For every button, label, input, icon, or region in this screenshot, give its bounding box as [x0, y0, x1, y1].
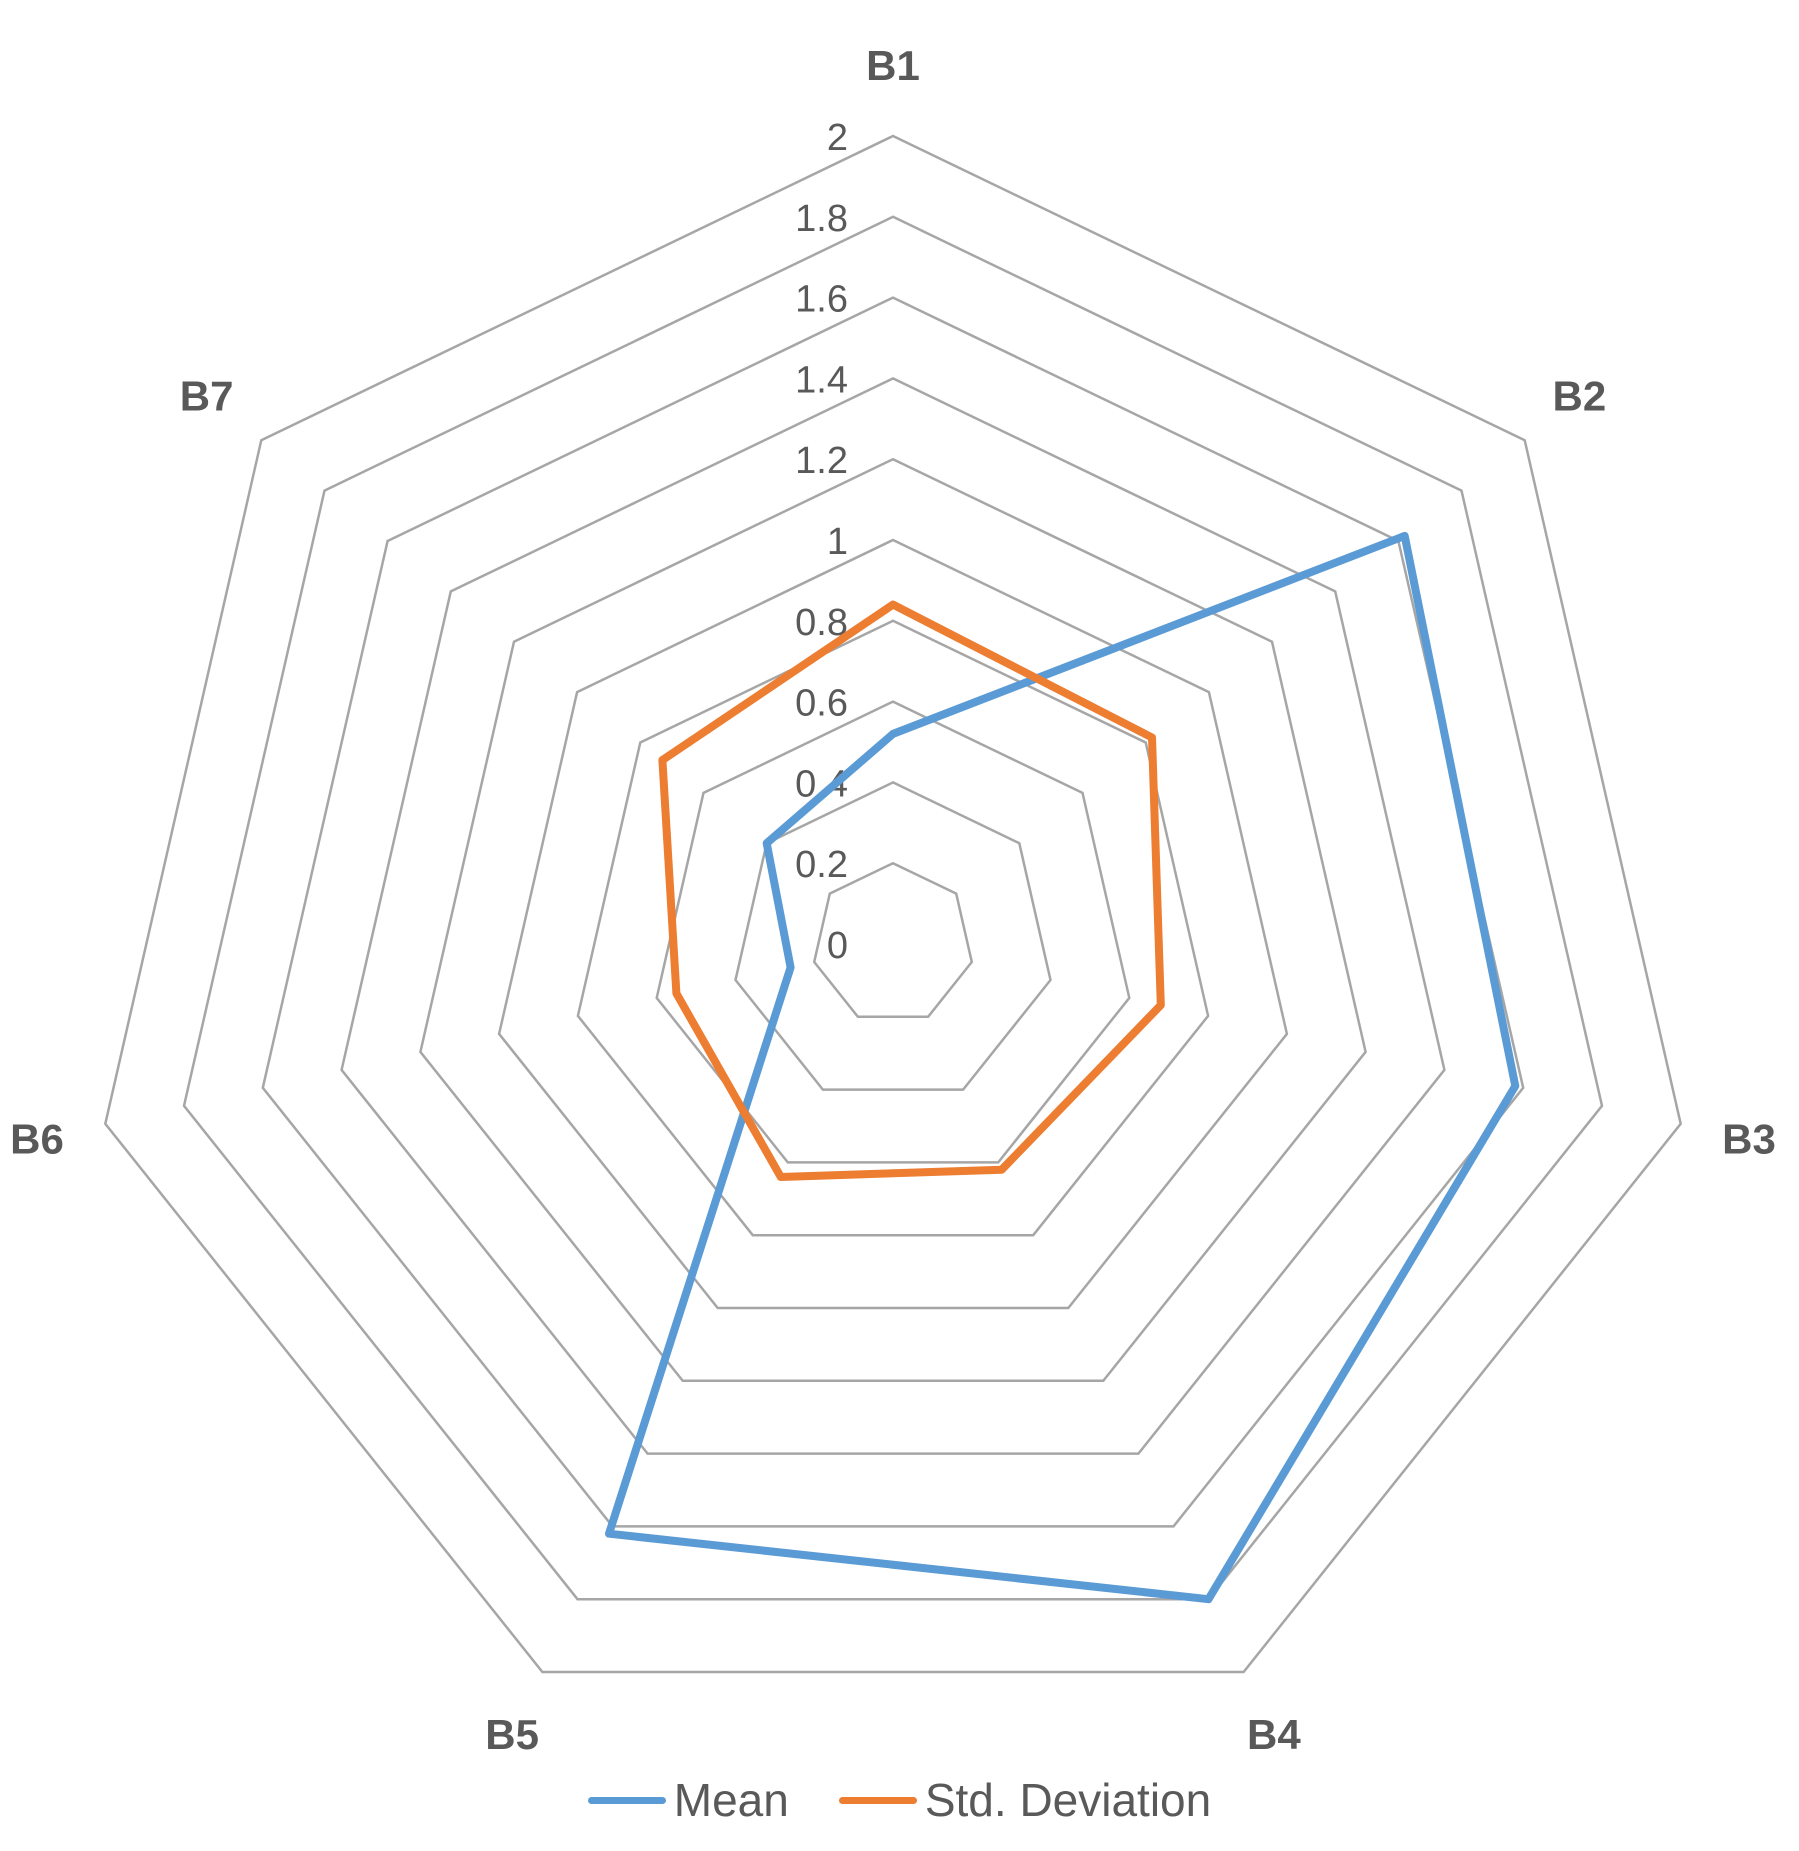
category-label: B3	[1722, 1115, 1776, 1162]
grid-ring	[103, 134, 1683, 1674]
category-label: B2	[1553, 373, 1607, 420]
grid-ring	[734, 781, 1052, 1091]
legend-item-mean: Mean	[587, 1773, 789, 1827]
category-label: B1	[866, 42, 920, 89]
series-line-mean	[605, 531, 1520, 1604]
category-label: B5	[485, 1711, 539, 1758]
grid-ring	[419, 457, 1367, 1383]
axis-tick-label: 1.8	[795, 198, 848, 240]
category-label: B7	[180, 373, 234, 420]
grid-ring	[497, 538, 1289, 1310]
axis-tick-label: 1.2	[795, 440, 848, 482]
grid-ring	[182, 215, 1604, 1601]
legend: Mean Std. Deviation	[0, 1770, 1799, 1830]
legend-item-std-deviation: Std. Deviation	[838, 1773, 1212, 1827]
series-line-std-deviation	[658, 600, 1165, 1181]
axis-tick-label: 0	[827, 925, 848, 967]
grid-ring	[261, 296, 1525, 1528]
grid-ring	[655, 700, 1131, 1164]
axis-tick-label: 2	[827, 117, 848, 159]
category-label: B6	[10, 1115, 64, 1162]
legend-label-std-deviation: Std. Deviation	[924, 1774, 1212, 1826]
grid-ring	[340, 377, 1446, 1455]
legend-swatch-mean	[587, 1796, 666, 1804]
axis-tick-label: 1.4	[795, 359, 848, 401]
category-label: B4	[1247, 1711, 1301, 1758]
axis-tick-label: 0.2	[795, 844, 848, 886]
axis-tick-label: 1.6	[795, 279, 848, 321]
legend-swatch-std-deviation	[838, 1796, 917, 1804]
legend-label-mean: Mean	[673, 1774, 789, 1826]
axis-tick-label: 1	[827, 521, 848, 563]
grid-ring	[812, 861, 974, 1019]
axis-tick-label: 0.6	[795, 683, 848, 725]
